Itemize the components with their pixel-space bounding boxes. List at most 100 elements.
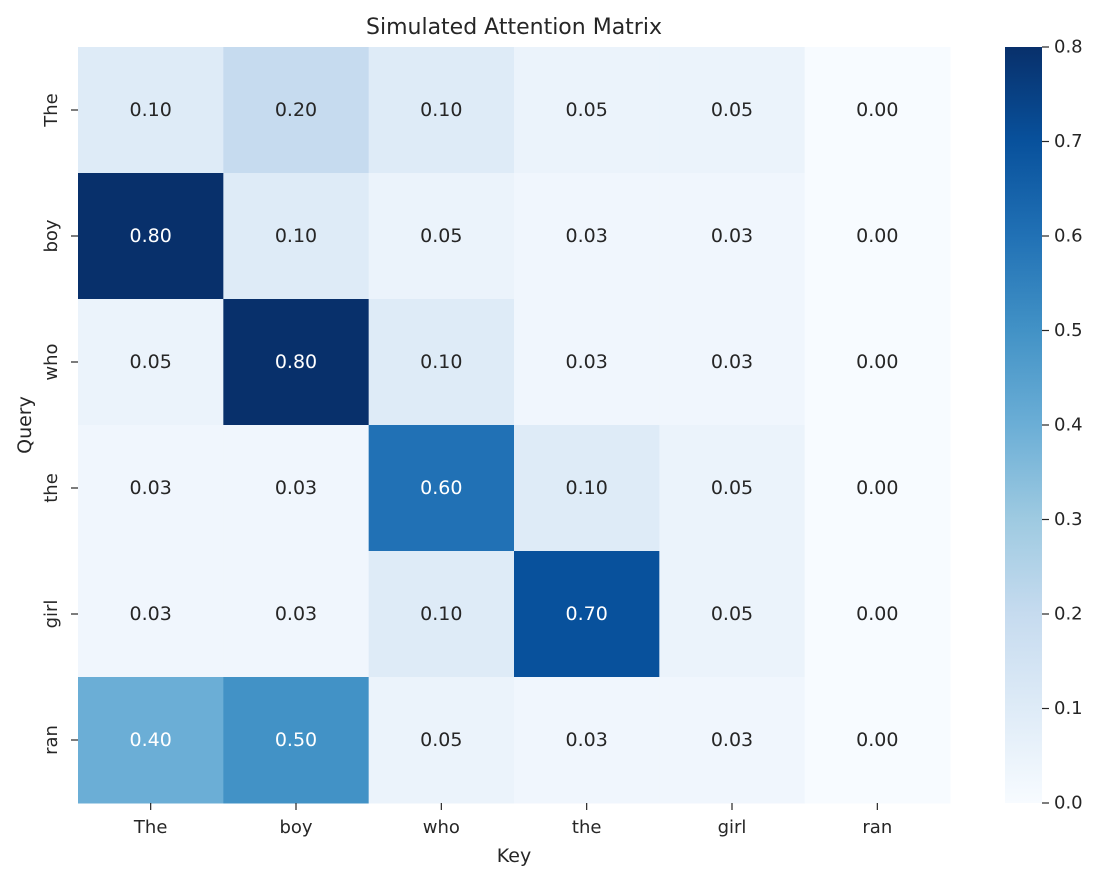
heatmap-cell-5-3 — [514, 677, 660, 804]
y-tick-label-0: The — [41, 93, 62, 127]
heatmap-cell-4-3 — [514, 551, 660, 678]
heatmap-cell-label-1-3: 0.03 — [566, 225, 608, 247]
colorbar-tick-label-2: 0.2 — [1054, 604, 1083, 625]
heatmap-cell-4-2 — [368, 551, 515, 678]
heatmap-cell-3-5 — [804, 425, 951, 552]
heatmap-cell-2-1 — [223, 299, 370, 426]
heatmap-cell-label-3-2: 0.60 — [420, 477, 462, 499]
heatmap-cell-label-2-4: 0.03 — [711, 351, 753, 373]
heatmap-cell-3-2 — [368, 425, 515, 552]
heatmap-cell-label-1-1: 0.10 — [275, 225, 317, 247]
chart-title: Simulated Attention Matrix — [366, 15, 662, 40]
heatmap-cell-5-2 — [368, 677, 515, 804]
colorbar-tick-label-4: 0.4 — [1054, 415, 1083, 436]
y-axis-label: Query — [14, 396, 36, 454]
colorbar-tick-label-1: 0.1 — [1054, 698, 1083, 719]
x-tick-label-2: who — [423, 817, 460, 838]
heatmap-cell-labels: 0.10 0.20 0.10 0.05 0.05 0.00 0.80 0.10 0.05 0.03… — [130, 99, 899, 751]
heatmap-cell-0-0 — [78, 47, 224, 174]
heatmap-cell-label-3-4: 0.05 — [711, 477, 753, 499]
x-tick-label-4: girl — [718, 817, 747, 838]
heatmap-cell-2-0 — [78, 299, 224, 426]
heatmap-cell-4-5 — [804, 551, 951, 678]
heatmap-cell-label-0-0: 0.10 — [130, 99, 172, 121]
heatmap-cells — [78, 47, 951, 804]
heatmap-cell-label-1-0: 0.80 — [130, 225, 172, 247]
heatmap-cell-3-1 — [223, 425, 370, 552]
heatmap-cell-label-3-1: 0.03 — [275, 477, 317, 499]
heatmap-cell-3-3 — [514, 425, 660, 552]
heatmap-cell-label-5-1: 0.50 — [275, 729, 317, 751]
heatmap-cell-label-5-5: 0.00 — [856, 729, 898, 751]
heatmap-cell-0-1 — [223, 47, 370, 174]
heatmap-cell-label-4-4: 0.05 — [711, 603, 753, 625]
heatmap-cell-1-4 — [659, 173, 806, 300]
heatmap-cell-label-2-3: 0.03 — [566, 351, 608, 373]
heatmap-cell-label-1-5: 0.00 — [856, 225, 898, 247]
y-axis-ticks: The boy who the girl ran — [41, 93, 78, 755]
heatmap-cell-label-5-4: 0.03 — [711, 729, 753, 751]
colorbar — [1005, 47, 1042, 803]
y-tick-label-3: the — [41, 473, 62, 503]
x-axis-label: Key — [497, 845, 531, 867]
heatmap-cell-label-2-0: 0.05 — [130, 351, 172, 373]
heatmap-cell-label-3-3: 0.10 — [566, 477, 608, 499]
heatmap-cell-label-0-4: 0.05 — [711, 99, 753, 121]
colorbar-ticks: 0.0 0.1 0.2 0.3 0.4 0.5 0.6 0.7 0.8 — [1042, 37, 1083, 814]
colorbar-tick-label-7: 0.7 — [1054, 131, 1083, 152]
heatmap-cell-label-5-2: 0.05 — [420, 729, 462, 751]
heatmap-cell-2-4 — [659, 299, 806, 426]
heatmap-cell-3-4 — [659, 425, 806, 552]
x-tick-label-0: The — [133, 817, 167, 838]
heatmap-cell-2-3 — [514, 299, 660, 426]
colorbar-tick-label-6: 0.6 — [1054, 226, 1083, 247]
heatmap-cell-label-0-2: 0.10 — [420, 99, 462, 121]
heatmap-cell-label-3-5: 0.00 — [856, 477, 898, 499]
heatmap-cell-label-4-5: 0.00 — [856, 603, 898, 625]
heatmap-cell-label-0-3: 0.05 — [566, 99, 608, 121]
y-tick-label-2: who — [41, 343, 62, 380]
heatmap-cell-label-2-1: 0.80 — [275, 351, 317, 373]
heatmap-cell-0-3 — [514, 47, 660, 174]
x-tick-label-3: the — [572, 817, 602, 838]
heatmap-cell-2-5 — [804, 299, 951, 426]
colorbar-tick-label-8: 0.8 — [1054, 37, 1083, 58]
heatmap-cell-label-2-5: 0.00 — [856, 351, 898, 373]
heatmap-cell-label-5-3: 0.03 — [566, 729, 608, 751]
heatmap-cell-1-1 — [223, 173, 370, 300]
colorbar-tick-label-0: 0.0 — [1054, 793, 1083, 814]
heatmap-cell-0-2 — [368, 47, 515, 174]
heatmap-cell-label-4-2: 0.10 — [420, 603, 462, 625]
heatmap-cell-5-5 — [804, 677, 951, 804]
x-tick-label-5: ran — [862, 817, 892, 838]
heatmap-cell-1-3 — [514, 173, 660, 300]
heatmap-cell-3-0 — [78, 425, 224, 552]
heatmap-cell-4-0 — [78, 551, 224, 678]
colorbar-tick-label-5: 0.5 — [1054, 320, 1083, 341]
heatmap-cell-2-2 — [368, 299, 515, 426]
heatmap-cell-0-5 — [804, 47, 951, 174]
y-tick-label-1: boy — [41, 219, 62, 252]
heatmap-cell-label-3-0: 0.03 — [130, 477, 172, 499]
heatmap-cell-0-4 — [659, 47, 806, 174]
heatmap-cell-label-0-1: 0.20 — [275, 99, 317, 121]
y-tick-label-5: ran — [41, 725, 62, 755]
heatmap-cell-1-2 — [368, 173, 515, 300]
heatmap-cell-5-0 — [78, 677, 224, 804]
heatmap-cell-1-5 — [804, 173, 951, 300]
heatmap-cell-label-4-3: 0.70 — [566, 603, 608, 625]
x-tick-label-1: boy — [279, 817, 312, 838]
heatmap-cell-4-1 — [223, 551, 370, 678]
heatmap-cell-label-5-0: 0.40 — [130, 729, 172, 751]
heatmap-cell-1-0 — [78, 173, 224, 300]
x-axis-ticks: The boy who the girl ran — [133, 803, 892, 838]
heatmap-cell-label-1-2: 0.05 — [420, 225, 462, 247]
heatmap-cell-5-1 — [223, 677, 370, 804]
heatmap-cell-5-4 — [659, 677, 806, 804]
colorbar-tick-label-3: 0.3 — [1054, 509, 1083, 530]
y-tick-label-4: girl — [41, 600, 62, 629]
heatmap-cell-label-4-0: 0.03 — [130, 603, 172, 625]
heatmap-cell-4-4 — [659, 551, 806, 678]
